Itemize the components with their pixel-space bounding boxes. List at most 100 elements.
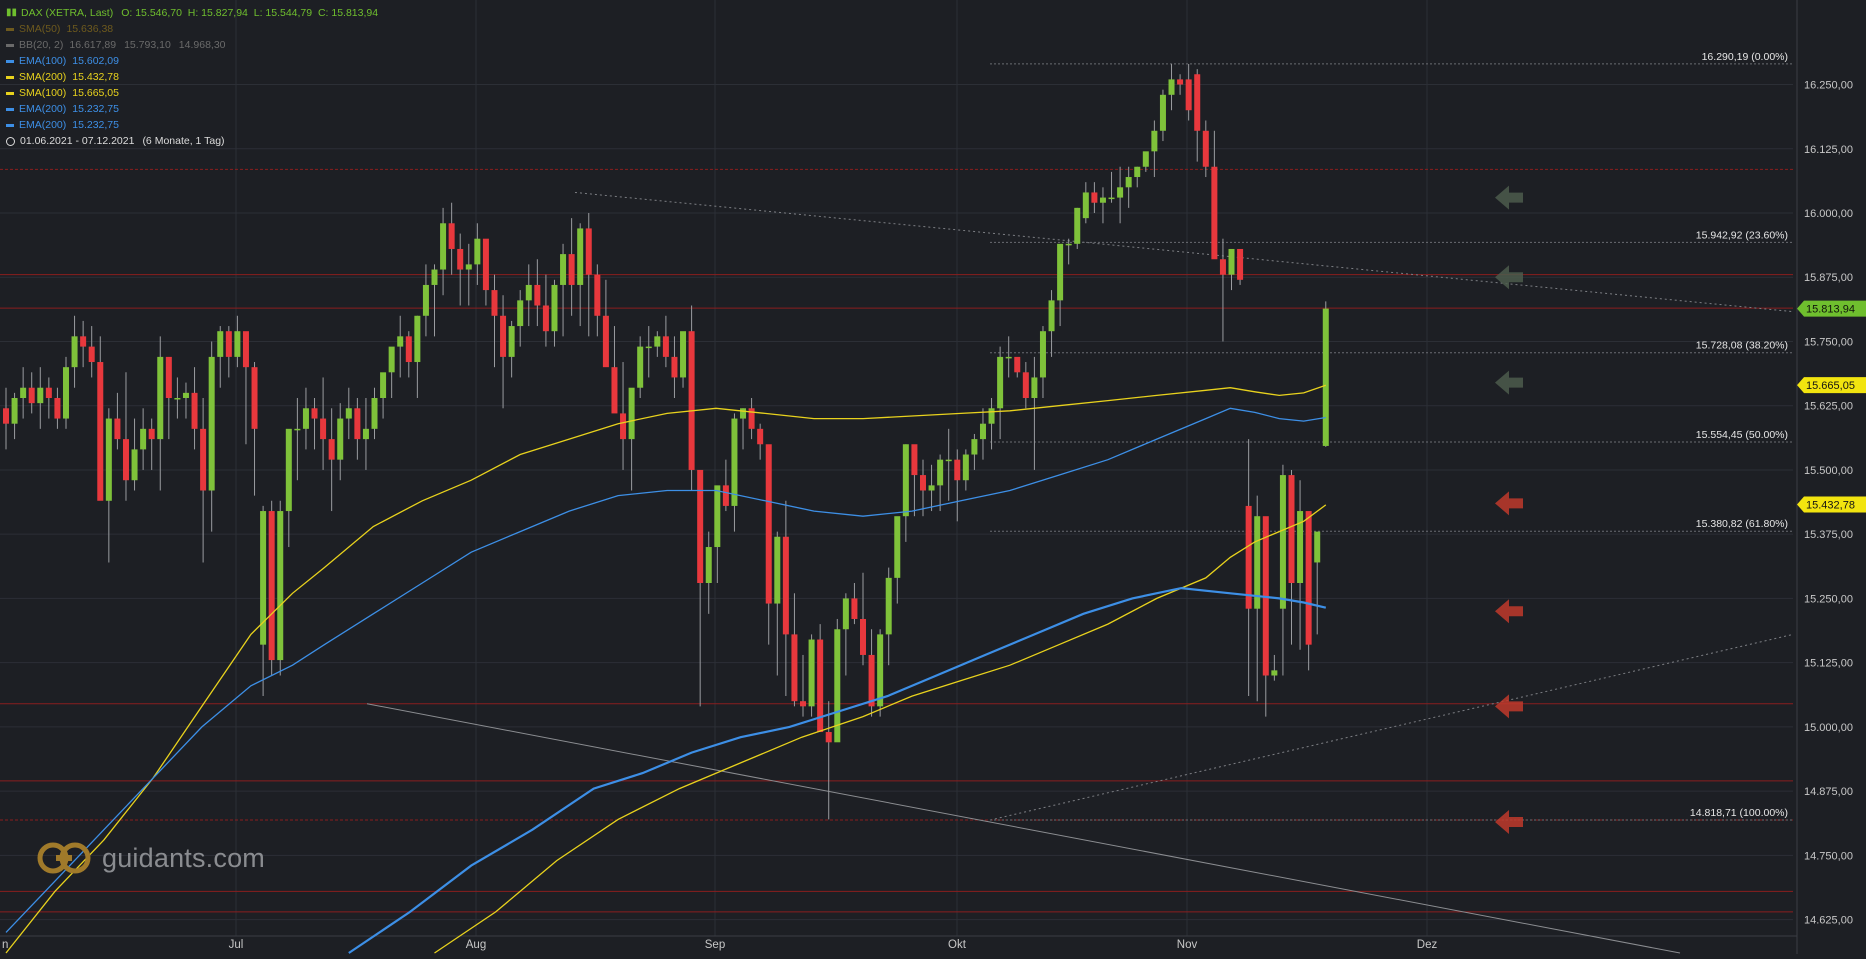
- candle-up[interactable]: [11, 398, 18, 424]
- candle-down[interactable]: [1245, 505, 1252, 609]
- candle-up[interactable]: [1048, 300, 1055, 332]
- candle-up[interactable]: [285, 428, 292, 512]
- candle-up[interactable]: [1134, 166, 1141, 178]
- candle-up[interactable]: [260, 511, 267, 645]
- candle-up[interactable]: [637, 346, 644, 388]
- candle-up[interactable]: [1279, 475, 1286, 609]
- indicator-row[interactable]: EMA(100) 15.602,09: [6, 53, 378, 69]
- candle-up[interactable]: [1254, 516, 1261, 609]
- candle-up[interactable]: [517, 300, 524, 327]
- indicator-row[interactable]: EMA(200) 15.232,75: [6, 117, 378, 133]
- candle-down[interactable]: [748, 408, 755, 429]
- candle-up[interactable]: [902, 444, 909, 517]
- candle-up[interactable]: [20, 387, 27, 398]
- candle-up[interactable]: [362, 428, 369, 440]
- candle-up[interactable]: [380, 372, 387, 398]
- candle-up[interactable]: [628, 387, 635, 440]
- candle-up[interactable]: [1314, 531, 1321, 563]
- candle-up[interactable]: [37, 387, 44, 404]
- candle-up[interactable]: [217, 331, 224, 357]
- candle-down[interactable]: [482, 238, 489, 291]
- candle-down[interactable]: [860, 618, 866, 655]
- candle-down[interactable]: [45, 387, 52, 398]
- candle-down[interactable]: [28, 387, 35, 404]
- candle-up[interactable]: [1057, 243, 1064, 301]
- candle-up[interactable]: [465, 264, 472, 270]
- candle-up[interactable]: [877, 634, 884, 707]
- candle-up[interactable]: [302, 408, 309, 429]
- candle-up[interactable]: [834, 629, 841, 743]
- candle-down[interactable]: [122, 439, 129, 481]
- candle-down[interactable]: [491, 290, 498, 316]
- candle-up[interactable]: [71, 336, 78, 368]
- candle-down[interactable]: [722, 485, 729, 506]
- candle-down[interactable]: [148, 428, 155, 440]
- candle-up[interactable]: [1151, 130, 1158, 152]
- candle-up[interactable]: [140, 428, 147, 450]
- candle-up[interactable]: [157, 356, 164, 440]
- indicator-row[interactable]: SMA(200) 15.432,78: [6, 69, 378, 85]
- candle-up[interactable]: [1322, 308, 1329, 446]
- candle-up[interactable]: [508, 326, 515, 357]
- candle-up[interactable]: [654, 336, 661, 347]
- candle-up[interactable]: [1125, 177, 1132, 188]
- candle-down[interactable]: [225, 331, 232, 357]
- candle-down[interactable]: [954, 459, 961, 481]
- candle-up[interactable]: [551, 284, 558, 332]
- candle-up[interactable]: [105, 418, 112, 501]
- candle-up[interactable]: [714, 485, 721, 548]
- candle-down[interactable]: [585, 228, 592, 275]
- candle-down[interactable]: [251, 367, 258, 429]
- candle-up[interactable]: [962, 454, 969, 481]
- indicator-row[interactable]: EMA(200) 15.232,75: [6, 101, 378, 117]
- candle-down[interactable]: [328, 439, 335, 460]
- candle-up[interactable]: [1005, 356, 1012, 359]
- candle-up[interactable]: [388, 346, 395, 373]
- candle-down[interactable]: [1185, 79, 1192, 111]
- candle-up[interactable]: [337, 418, 344, 460]
- candle-down[interactable]: [611, 367, 618, 414]
- candle-down[interactable]: [919, 475, 926, 491]
- candle-down[interactable]: [594, 274, 601, 316]
- candle-up[interactable]: [182, 392, 189, 398]
- indicator-row[interactable]: BB(20, 2) 16.617,89 15.793,10 14.968,30: [6, 37, 378, 53]
- candle-down[interactable]: [165, 356, 172, 398]
- candle-up[interactable]: [131, 449, 138, 481]
- candle-down[interactable]: [765, 444, 772, 604]
- candle-down[interactable]: [534, 284, 541, 306]
- candle-down[interactable]: [825, 732, 832, 743]
- candle-up[interactable]: [431, 269, 438, 285]
- candle-up[interactable]: [645, 346, 652, 349]
- candle-up[interactable]: [937, 459, 944, 486]
- candle-down[interactable]: [97, 362, 104, 501]
- candle-up[interactable]: [945, 459, 952, 462]
- candle-up[interactable]: [414, 315, 421, 363]
- candle-up[interactable]: [1031, 377, 1038, 398]
- candle-down[interactable]: [868, 654, 875, 707]
- candle-down[interactable]: [457, 248, 464, 270]
- candle-down[interactable]: [782, 536, 789, 635]
- candle-up[interactable]: [705, 547, 712, 583]
- candle-down[interactable]: [688, 331, 695, 470]
- candle-up[interactable]: [774, 536, 781, 604]
- candle-up[interactable]: [345, 408, 352, 419]
- candle-up[interactable]: [1039, 331, 1046, 378]
- candle-up[interactable]: [885, 577, 892, 635]
- candle-down[interactable]: [1091, 192, 1098, 203]
- candle-down[interactable]: [80, 336, 87, 347]
- candle-up[interactable]: [997, 356, 1004, 409]
- candle-down[interactable]: [911, 444, 918, 476]
- candle-down[interactable]: [851, 598, 858, 619]
- candle-up[interactable]: [1065, 243, 1072, 246]
- candle-up[interactable]: [422, 284, 429, 316]
- candle-down[interactable]: [320, 418, 327, 440]
- candle-up[interactable]: [294, 428, 301, 431]
- candle-up[interactable]: [740, 408, 747, 419]
- candle-down[interactable]: [1014, 356, 1021, 373]
- candle-down[interactable]: [1177, 79, 1184, 85]
- candle-up[interactable]: [979, 423, 986, 440]
- candle-up[interactable]: [1074, 207, 1081, 244]
- candle-down[interactable]: [620, 413, 627, 440]
- candle-down[interactable]: [1194, 74, 1201, 131]
